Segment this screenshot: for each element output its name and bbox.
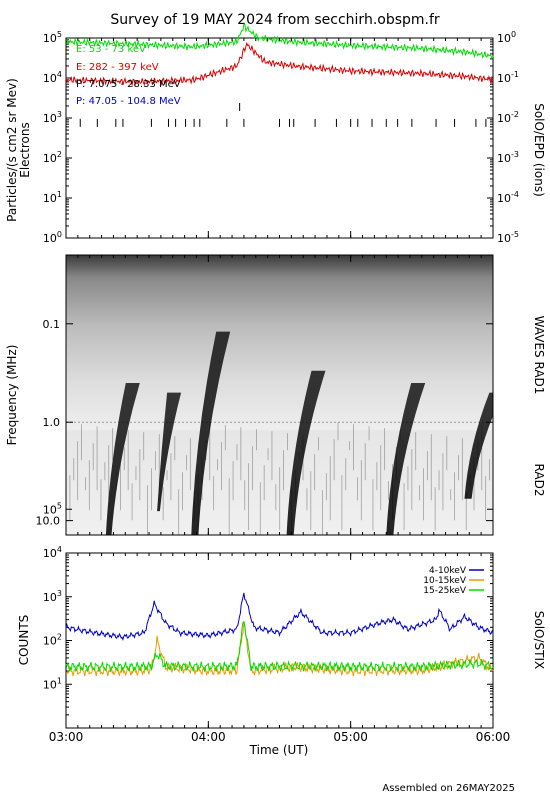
legend-e53: E: 53 - 73 keV — [76, 44, 146, 55]
legend-e282: E: 282 - 397 keV — [76, 62, 159, 73]
radio-burst — [286, 370, 326, 535]
legend-15-25kev: 15-25keV — [423, 586, 467, 596]
particles-ylabel: Particles/(s cm2 sr Mev) — [5, 78, 19, 222]
legend-10-15kev: 10-15keV — [423, 576, 467, 586]
stix-ytick-label: 103 — [43, 589, 62, 604]
legend-4-10kev: 4-10keV — [429, 566, 467, 576]
particles-ytick-label-right: 10-2 — [497, 110, 519, 125]
assembled-footer: Assembled on 26MAY2025 — [382, 783, 515, 794]
particle-series-line — [65, 23, 494, 61]
radio-burst — [464, 392, 493, 499]
particles-ytick-label-left: 105 — [43, 30, 62, 45]
stix-series-line — [65, 592, 494, 641]
stix-ytick-label: 101 — [43, 676, 62, 691]
particles-ytick-label-right: 10-5 — [497, 230, 519, 245]
particles-ytick-label-right: 10-1 — [497, 70, 519, 85]
radio-ylabel: Frequency (MHz) — [5, 345, 19, 446]
particles-right-label: SolO/EPD (ions) — [532, 103, 546, 197]
legend-p47: P: 47.05 - 104.8 MeV — [76, 96, 181, 107]
particles-ytick-label-left: 102 — [43, 150, 62, 165]
rad2-label: RAD2 — [532, 464, 546, 497]
time-tick-label: 03:00 — [49, 730, 84, 744]
particles-ytick-label-left: 104 — [43, 70, 62, 85]
time-axis: 03:00 04:00 05:00 06:00 — [49, 38, 511, 744]
radio-burst — [157, 392, 182, 512]
particles-ytick-label-left: 103 — [43, 110, 62, 125]
radio-burst — [191, 331, 231, 535]
radio-panel: Frequency (MHz) WAVES RAD1 RAD2 0.1 1.0 10… — [5, 254, 546, 536]
radio-burst — [386, 383, 426, 535]
stix-plot-frame — [65, 552, 494, 729]
stix-ytick-label: 102 — [43, 633, 62, 648]
stix-panel: COUNTS SolO/STIX 101 102 103 104 105 4-10keV… — [17, 501, 546, 729]
stix-ylabel: COUNTS — [17, 615, 31, 666]
time-tick-label: 04:00 — [191, 730, 226, 744]
radio-burst — [105, 383, 140, 535]
stix-right-label: SolO/STIX — [532, 611, 546, 670]
stix-ytick-label: 104 — [43, 545, 62, 560]
particle-series-line — [65, 41, 494, 87]
particles-plot-frame — [65, 37, 494, 239]
time-tick-label: 06:00 — [476, 730, 511, 744]
xaxis-label: Time (UT) — [249, 743, 309, 757]
rad1-label: WAVES RAD1 — [532, 316, 546, 395]
particles-ytick-label-right: 10-3 — [497, 150, 519, 165]
particles-ytick-label-left: 101 — [43, 190, 62, 205]
particles-ytick-label-right: 100 — [497, 30, 516, 45]
particles-ytick-label-right: 10-4 — [497, 190, 519, 205]
stix-series-line — [65, 621, 494, 674]
particles-ytick-label-left: 100 — [43, 230, 62, 245]
radio-ytick-label: 10.0 — [36, 515, 61, 528]
particles-ylabel-electrons: Electrons — [18, 122, 32, 177]
figure-title: Survey of 19 MAY 2024 from secchirh.obsp… — [110, 12, 440, 28]
legend-p7: P: 7.075 - 28.33 MeV — [76, 79, 181, 90]
radio-ytick-label: 1.0 — [43, 416, 61, 429]
radio-ytick-label: 0.1 — [43, 318, 61, 331]
particles-panel: Particles/(s cm2 sr Mev) Electrons SolO/… — [5, 23, 546, 245]
time-tick-label: 05:00 — [333, 730, 368, 744]
stix-ytick-label: 105 — [43, 501, 62, 516]
